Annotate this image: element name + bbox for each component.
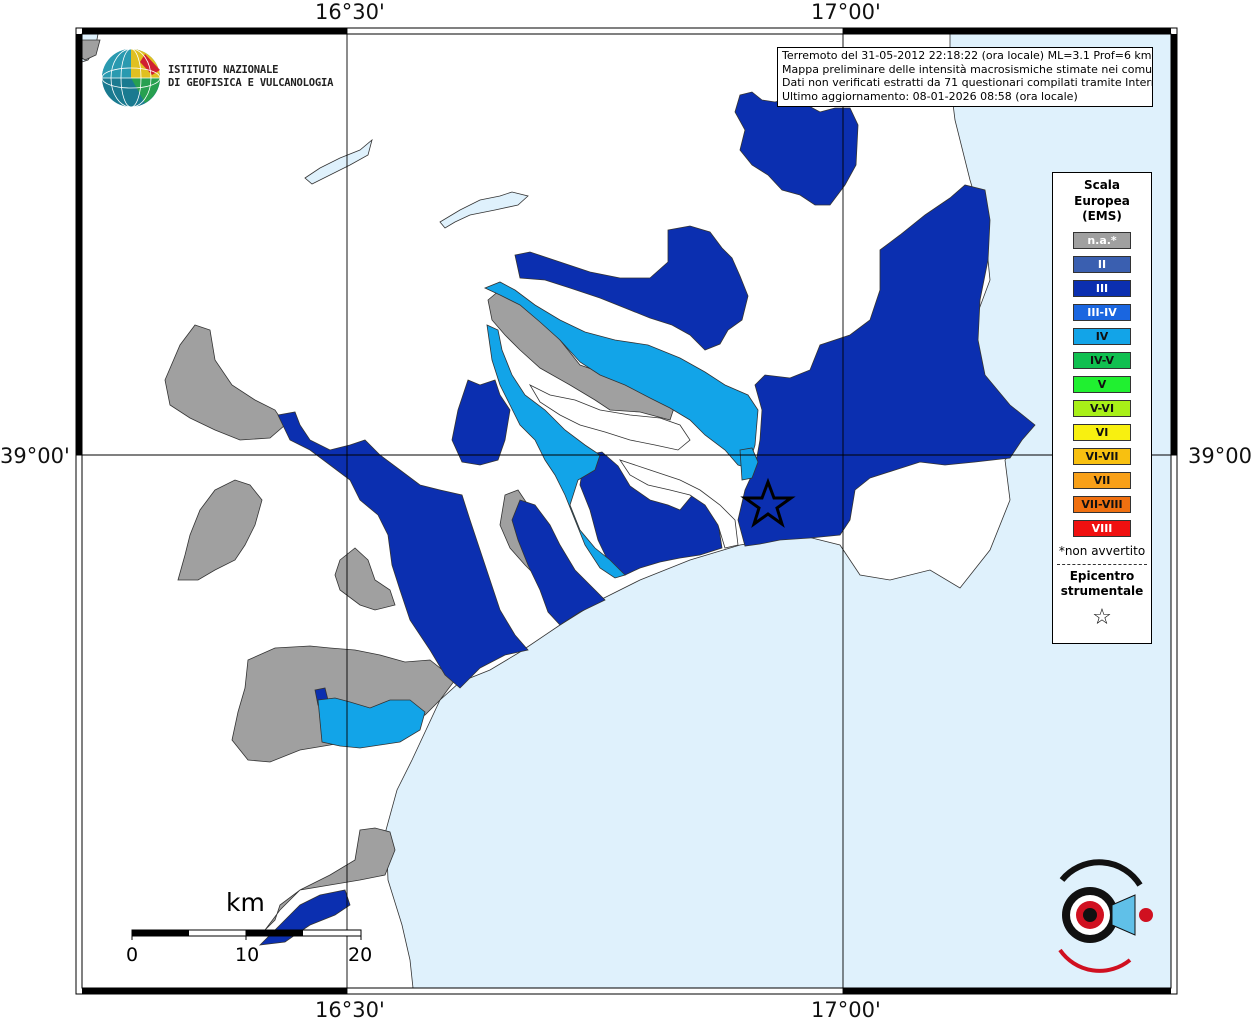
scale-unit: km: [226, 888, 265, 917]
legend-epicentre-1: Epicentro: [1069, 568, 1135, 583]
legend-epicentre-label: Epicentro strumentale: [1053, 569, 1151, 599]
no-data-areas: [528, 384, 739, 549]
graticule: [76, 28, 1177, 994]
legend-epicentre-2: strumentale: [1060, 583, 1144, 598]
legend-title-3: (EMS): [1082, 209, 1122, 223]
lake-ampollino: [304, 138, 373, 185]
legend-swatch: IV-V: [1073, 351, 1131, 369]
scale-label-10: 10: [235, 944, 260, 966]
not-felt-areas: [81, 39, 676, 931]
lake-arvo: [439, 191, 529, 229]
scale-label-20: 20: [348, 944, 373, 966]
legend-swatch: VI: [1073, 423, 1131, 441]
legend-star-icon: ☆: [1092, 604, 1112, 630]
legend-swatch: II: [1073, 255, 1131, 273]
map-frame: [75, 27, 1178, 995]
legend-swatch: V-VI: [1073, 399, 1131, 417]
legend-swatch: V: [1073, 375, 1131, 393]
legend-items: n.a.* II III III-IV IV IV-V V V-VI VI VI-VII VII VI…: [1053, 231, 1151, 537]
info-line-4: Ultimo aggiornamento: 08-01-2026 08:58 (…: [782, 89, 1078, 103]
logo-line-2: DI GEOFISICA E VULCANOLOGIA: [168, 77, 334, 89]
event-info-box: Terremoto del 31-05-2012 22:18:22 (ora l…: [777, 47, 1153, 107]
legend-swatch: III-IV: [1073, 303, 1131, 321]
legend-swatch: VII: [1073, 471, 1131, 489]
haisentito-badge-icon: [1058, 859, 1153, 973]
tick-top-left: 16°30': [315, 0, 385, 24]
legend-swatch: III: [1073, 279, 1131, 297]
legend-title-2: Europea: [1074, 193, 1130, 208]
tick-left: 39°00': [0, 444, 70, 468]
legend-swatch: IV: [1073, 327, 1131, 345]
info-line-1: Terremoto del 31-05-2012 22:18:22 (ora l…: [782, 49, 1152, 62]
ingv-logo-text: ISTITUTO NAZIONALE DI GEOFISICA E VULCAN…: [168, 64, 333, 90]
logo-line-1: ISTITUTO NAZIONALE: [168, 64, 279, 76]
legend-swatch: n.a.*: [1073, 231, 1131, 249]
scale-bar: [131, 929, 362, 940]
legend-title-1: Scala: [1083, 178, 1121, 192]
tick-right: 39°00': [1188, 444, 1254, 468]
legend-swatch: VIII: [1073, 519, 1131, 537]
info-line-3: Dati non verificati estratti da 71 quest…: [782, 76, 1153, 89]
legend-title: Scala Europea (EMS): [1053, 178, 1151, 225]
legend-swatch: VII-VIII: [1073, 495, 1131, 513]
tick-bottom-right: 17°00': [811, 998, 881, 1022]
tick-bottom-left: 16°30': [315, 998, 385, 1022]
intensity-iv-areas: [317, 281, 759, 749]
tick-top-right: 17°00': [811, 0, 881, 24]
ingv-logo-icon: [101, 48, 161, 108]
scale-label-0: 0: [126, 944, 139, 966]
ems-legend: Scala Europea (EMS) n.a.* II III III-IV IV IV…: [1052, 172, 1152, 644]
epicentre-star: [740, 477, 796, 528]
info-line-2: Mappa preliminare delle intensità macros…: [782, 62, 1153, 76]
intensity-iii-areas: [258, 91, 1036, 946]
legend-note: *non avvertito: [1058, 543, 1146, 558]
legend-separator: [1057, 563, 1147, 565]
legend-swatch: VI-VII: [1073, 447, 1131, 465]
